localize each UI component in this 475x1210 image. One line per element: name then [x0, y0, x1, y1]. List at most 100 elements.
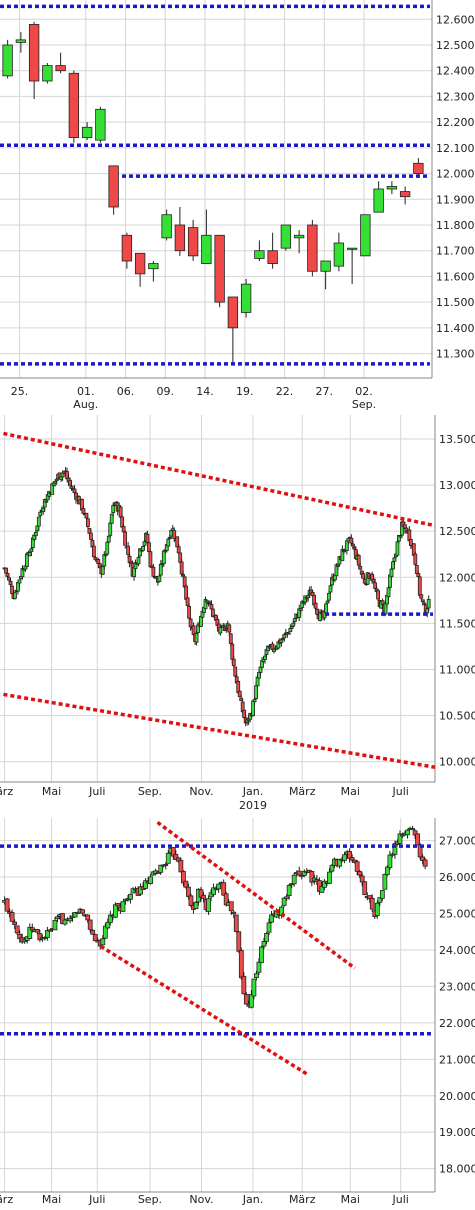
- trend-line: [99, 944, 308, 1076]
- candle-up: [111, 505, 116, 513]
- y-tick-label: 23.000: [439, 980, 475, 993]
- x-tick-label: Sep.: [138, 785, 162, 798]
- candle-up: [346, 247, 358, 250]
- candle-down: [175, 857, 181, 862]
- candle-up: [293, 234, 305, 239]
- candle-up: [193, 901, 199, 910]
- y-tick-label: 12.200: [436, 116, 475, 129]
- candle-up: [386, 587, 391, 598]
- candle-up: [106, 535, 111, 543]
- x-tick-label: Mai: [341, 1193, 360, 1206]
- candle-up: [387, 854, 393, 868]
- candle-up: [216, 883, 222, 890]
- candle-down: [87, 919, 93, 930]
- candle-down: [243, 994, 249, 1005]
- candle-down: [86, 518, 90, 528]
- candle-down: [179, 561, 184, 575]
- candle-up: [165, 852, 171, 864]
- candle-up: [2, 44, 13, 77]
- candle-up: [261, 941, 267, 947]
- y-tick-label: 11.500: [436, 296, 475, 309]
- x-tick-label: 22.: [276, 385, 294, 398]
- candle-down: [231, 658, 236, 667]
- candle-down: [237, 690, 242, 698]
- candle-down: [5, 573, 10, 577]
- plot-area: [0, 0, 432, 378]
- candle-down: [241, 975, 247, 995]
- candle-down: [413, 553, 418, 565]
- candle-down: [9, 912, 15, 922]
- candle-up: [360, 214, 371, 257]
- candle-up: [95, 108, 106, 141]
- candle-down: [420, 856, 426, 862]
- candle-down: [376, 590, 381, 600]
- candle-up: [259, 946, 264, 964]
- y-tick-label: 12.600: [436, 13, 475, 26]
- candle-down: [286, 632, 291, 635]
- y-tick-label: 13.000: [439, 479, 475, 492]
- candle-down: [4, 898, 10, 912]
- candle-down: [233, 666, 238, 677]
- candle-up: [105, 541, 110, 555]
- candle-down: [178, 859, 184, 873]
- candle-down: [80, 909, 86, 914]
- candle-up: [291, 622, 296, 627]
- candle-up: [282, 634, 287, 639]
- candle-down: [188, 895, 194, 906]
- candle-up: [194, 633, 199, 643]
- x-tick-sublabel: 2019: [239, 799, 267, 812]
- candle-up: [42, 499, 47, 508]
- candle-up: [15, 39, 27, 43]
- candle-down: [85, 914, 91, 921]
- candle-up: [109, 513, 114, 524]
- candle-down: [115, 903, 121, 907]
- candle-down: [373, 582, 378, 589]
- candle-up: [148, 263, 159, 270]
- candle-up: [141, 546, 145, 551]
- candle-up: [251, 978, 257, 997]
- candle-down: [91, 545, 96, 558]
- candle-down: [84, 512, 89, 519]
- candle-up: [27, 926, 33, 939]
- candle-down: [367, 895, 373, 900]
- candle-up: [81, 126, 93, 138]
- candle-down: [412, 830, 418, 836]
- candle-down: [349, 857, 355, 861]
- candle-down: [90, 930, 96, 935]
- candle-up: [397, 833, 403, 844]
- candle-down: [186, 886, 191, 897]
- candle-down: [181, 574, 186, 577]
- candle-up: [67, 917, 73, 922]
- x-tick-label: Nov.: [189, 1193, 213, 1206]
- candle-down: [28, 24, 40, 82]
- candle-up: [72, 912, 78, 918]
- candle-up: [36, 516, 41, 527]
- y-tick-label: 10.000: [439, 756, 475, 769]
- y-tick-label: 11.300: [436, 348, 475, 361]
- candle-up: [248, 994, 254, 1008]
- chart-panel-3: 27.000 26.000 25.000 24.000 23.000 22.000 21.0…: [0, 818, 475, 1206]
- chart-panel-1: 12.600 12.500 12.400 12.300 12.200 12.100 12.0…: [0, 0, 475, 411]
- y-tick-label: 19.000: [439, 1126, 475, 1139]
- x-tick-label: Juli: [88, 785, 105, 798]
- candle-up: [382, 873, 388, 890]
- candle-down: [422, 859, 428, 867]
- candle-up: [279, 639, 284, 643]
- x-tick-label: ärz: [0, 785, 13, 798]
- plot-area: [0, 818, 435, 1192]
- candle-down: [227, 624, 232, 633]
- candle-down: [209, 603, 214, 610]
- candle-up: [208, 892, 214, 898]
- candle-up: [108, 522, 113, 536]
- y-tick-label: 13.500: [439, 433, 475, 446]
- candle-up: [42, 937, 48, 940]
- y-tick-label: 11.700: [436, 245, 475, 258]
- candle-up: [281, 897, 287, 906]
- y-tick-label: 12.000: [439, 571, 475, 584]
- candle-down: [123, 531, 128, 546]
- x-tick-label: März: [289, 785, 316, 798]
- candle-down: [354, 861, 360, 872]
- y-tick-label: 22.000: [439, 1017, 475, 1030]
- candle-down: [307, 224, 318, 272]
